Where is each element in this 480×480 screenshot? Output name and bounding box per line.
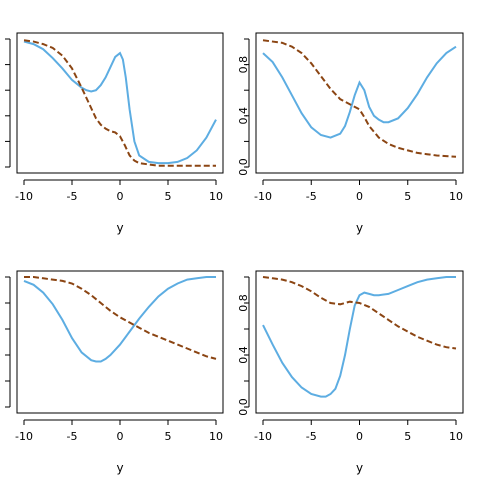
x-axis-title: y: [116, 461, 123, 475]
x-tick-label: 5: [165, 430, 172, 443]
x-axis-title: y: [356, 221, 363, 235]
x-tick-label: 0: [117, 190, 124, 203]
panel-1: -10 -5 0 5 10 y: [5, 32, 224, 235]
x-tick-label: 10: [209, 190, 223, 203]
panel-3: -10 -5 0 5 10 y: [5, 270, 224, 475]
x-tick-label: -10: [254, 430, 272, 443]
y-tick-label: 0.0: [237, 398, 250, 416]
x-tick-label: -5: [67, 190, 78, 203]
x-axis-title: y: [116, 221, 123, 235]
x-tick-label: 5: [404, 430, 411, 443]
x-tick-label: -10: [15, 190, 33, 203]
series-line-dashed: [24, 276, 217, 360]
plot-frame: [255, 270, 464, 414]
plot-frame: [16, 270, 224, 414]
x-tick-label: -10: [15, 430, 33, 443]
y-tick-label: 0.8: [237, 56, 250, 74]
series-line-solid: [262, 276, 456, 398]
x-tick-label: 0: [356, 430, 363, 443]
x-axis-title: y: [356, 461, 363, 475]
x-tick-label: -10: [254, 190, 272, 203]
series-line-dashed: [262, 39, 457, 158]
x-tick-label: 0: [117, 430, 124, 443]
x-tick-label: 10: [209, 430, 223, 443]
y-tick-label: 0.8: [237, 294, 250, 312]
panel-4: -10 -5 0 5 10 y 0.0 0.4 0.8: [237, 270, 464, 475]
x-tick-label: 0: [356, 190, 363, 203]
x-tick-label: -5: [306, 190, 317, 203]
plot-frame: [16, 32, 224, 174]
y-tick-label: 0.0: [237, 158, 250, 176]
plot-frame: [255, 32, 464, 174]
x-tick-label: -5: [306, 430, 317, 443]
x-tick-label: 5: [404, 190, 411, 203]
series-line-dashed: [262, 276, 457, 350]
series-line-solid: [23, 40, 217, 165]
x-tick-label: 10: [449, 190, 463, 203]
series-line-solid: [23, 276, 216, 363]
y-tick-label: 0.4: [237, 107, 250, 125]
panel-2: -10 -5 0 5 10 y 0.0 0.4 0.8: [237, 32, 464, 235]
x-tick-label: 10: [449, 430, 463, 443]
x-tick-label: -5: [67, 430, 78, 443]
series-line-solid: [262, 45, 457, 139]
y-tick-label: 0.4: [237, 346, 250, 364]
x-tick-label: 5: [165, 190, 172, 203]
